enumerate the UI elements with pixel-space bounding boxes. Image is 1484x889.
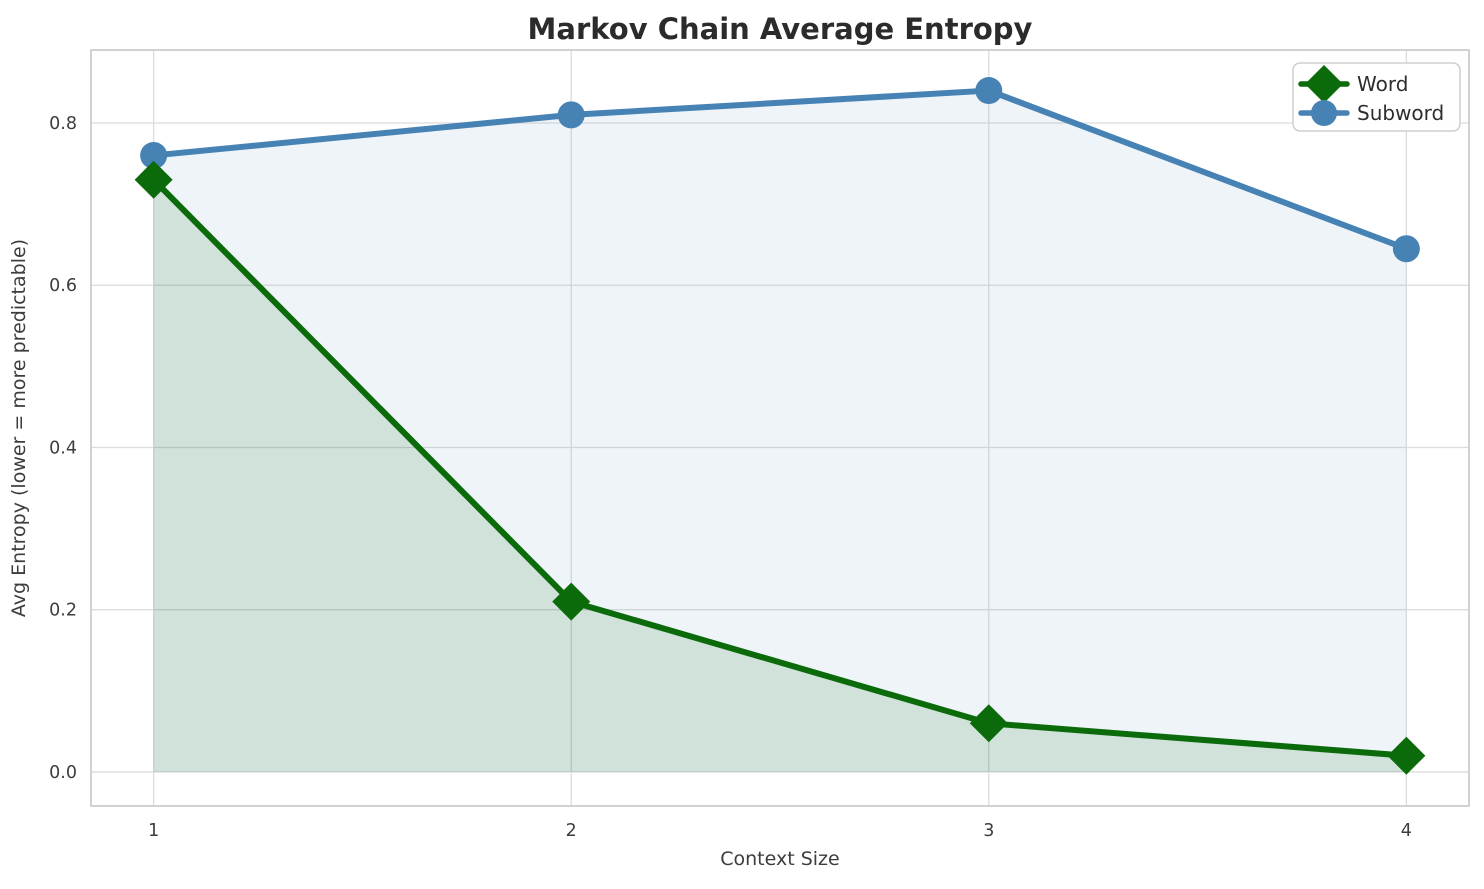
data-point-subword [557,101,585,129]
series-lines [150,87,1410,759]
circle-marker-icon [1311,100,1337,126]
data-point-subword [1392,235,1420,263]
area-fill-subword [153,90,1407,772]
series-line-word [150,176,1410,759]
legend-item-word: Word [1298,65,1408,103]
y-axis-label: Avg Entropy (lower = more predictable) [8,239,30,617]
x-tick-label: 3 [983,821,994,841]
tick-labels: 1 2 3 4 0.0 0.2 0.4 0.6 0.8 [49,114,1412,841]
x-tick-label: 2 [566,821,577,841]
y-tick-label: 0.0 [49,763,77,783]
data-point-subword [975,77,1003,105]
series-markers [134,77,1426,775]
diamond-marker-icon [1305,65,1343,103]
y-tick-label: 0.4 [49,438,77,458]
y-tick-label: 0.6 [49,276,77,296]
plot-frame [90,49,1470,807]
area-fill-word [153,179,1407,772]
x-tick-label: 1 [148,821,159,841]
data-point-word [1387,736,1426,775]
area-fills [153,90,1407,772]
data-point-word [552,582,591,621]
data-point-word [134,160,173,199]
legend-item-subword: Subword [1298,100,1444,126]
chart-title: Markov Chain Average Entropy [528,12,1033,46]
y-tick-label: 0.8 [49,114,77,134]
x-axis-label: Context Size [720,848,839,870]
data-point-subword [140,141,168,169]
legend-label-subword: Subword [1357,101,1444,125]
legend: Word Subword [1292,62,1461,132]
legend-label-word: Word [1357,72,1408,96]
data-point-word [969,704,1008,743]
x-tick-label: 4 [1401,821,1412,841]
series-line-subword [150,87,1410,252]
y-tick-label: 0.2 [49,601,77,621]
